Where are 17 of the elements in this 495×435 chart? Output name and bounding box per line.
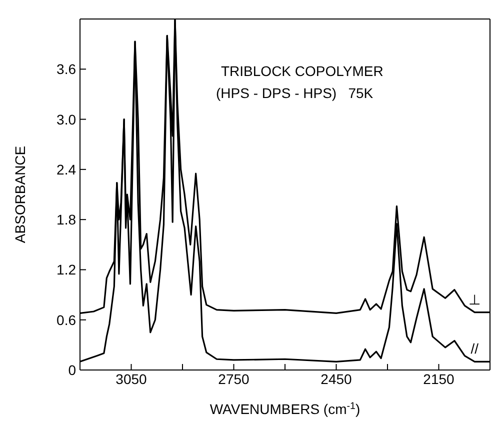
x-tick-label: 2750 (218, 370, 250, 387)
text: (HPS - DPS - HPS) 75K (216, 84, 374, 103)
series-label: ⊥ (468, 291, 481, 308)
y-axis-title: ABSORBANCE (12, 146, 28, 244)
x-tick-label: 2150 (423, 370, 455, 387)
x-tick-label: 2450 (320, 370, 352, 387)
y-tick-label: 3.0 (56, 111, 76, 128)
y-tick-label: 0.6 (56, 312, 76, 328)
y-tick-label: 1.8 (56, 212, 76, 228)
y-tick-label: 3.6 (56, 61, 76, 78)
series-label: // (470, 340, 479, 357)
y-tick-label: 2.4 (56, 161, 76, 178)
text: TRIBLOCK COPOLYMER (221, 62, 384, 81)
y-tick-label: 0 (68, 362, 76, 378)
x-tick-label: 3050 (116, 370, 148, 387)
y-tick-label: 1.2 (56, 262, 76, 278)
x-axis-title: WAVENUMBERS (cm$^{-1}$) (210, 400, 360, 417)
